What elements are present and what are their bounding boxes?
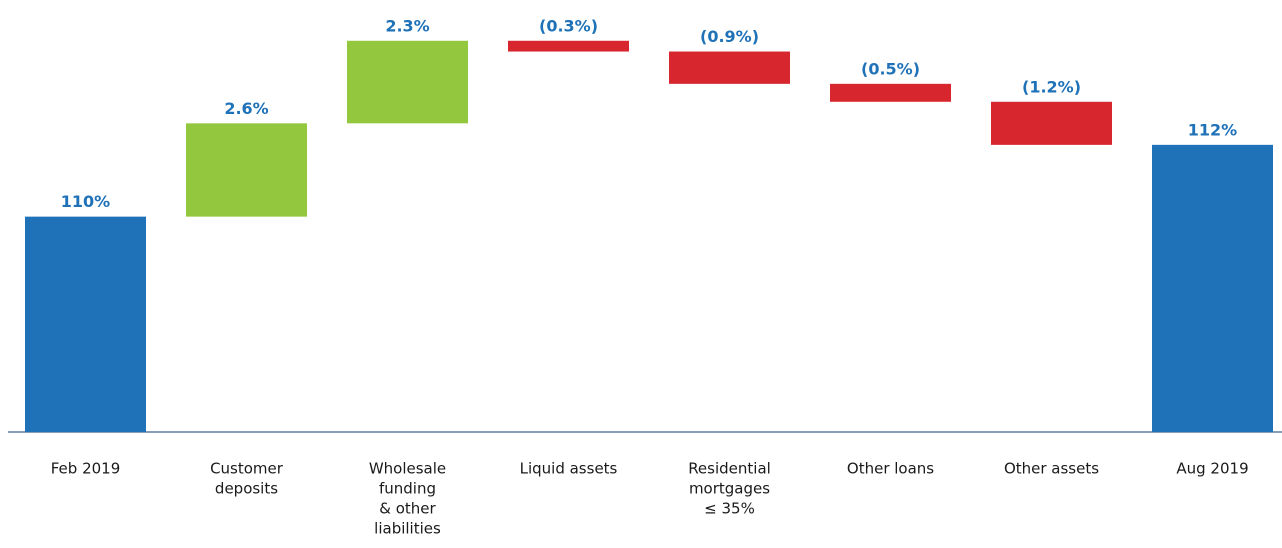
bar (1152, 144, 1273, 432)
x-tick-label: Aug 2019 (1176, 460, 1248, 478)
value-label: 112% (1188, 120, 1237, 139)
value-label: 2.6% (224, 99, 268, 118)
bar (186, 123, 307, 217)
bar (991, 101, 1112, 145)
value-label: (0.9%) (700, 27, 759, 46)
value-label: 2.3% (385, 16, 429, 35)
x-tick-label: ≤ 35% (704, 500, 755, 518)
value-label: 110% (61, 192, 110, 211)
x-tick-label: funding (379, 480, 436, 498)
bar (25, 216, 146, 432)
x-tick-label: mortgages (689, 480, 770, 498)
value-label: (0.3%) (539, 16, 598, 35)
bar (508, 40, 629, 52)
value-label: (0.5%) (861, 59, 920, 78)
x-tick-label: Liquid assets (520, 460, 618, 478)
x-tick-label: & other (379, 500, 436, 518)
value-label: (1.2%) (1022, 77, 1081, 96)
x-tick-label: Feb 2019 (51, 460, 121, 478)
x-tick-label: Wholesale (369, 460, 446, 478)
x-tick-label: Residential (688, 460, 771, 478)
bar (669, 51, 790, 84)
bar (830, 83, 951, 102)
bar (347, 40, 468, 124)
x-tick-label: Other loans (847, 460, 934, 478)
x-tick-label: liabilities (374, 520, 441, 538)
x-tick-label: deposits (215, 480, 278, 498)
x-tick-label: Customer (210, 460, 284, 478)
x-tick-label: Other assets (1004, 460, 1099, 478)
